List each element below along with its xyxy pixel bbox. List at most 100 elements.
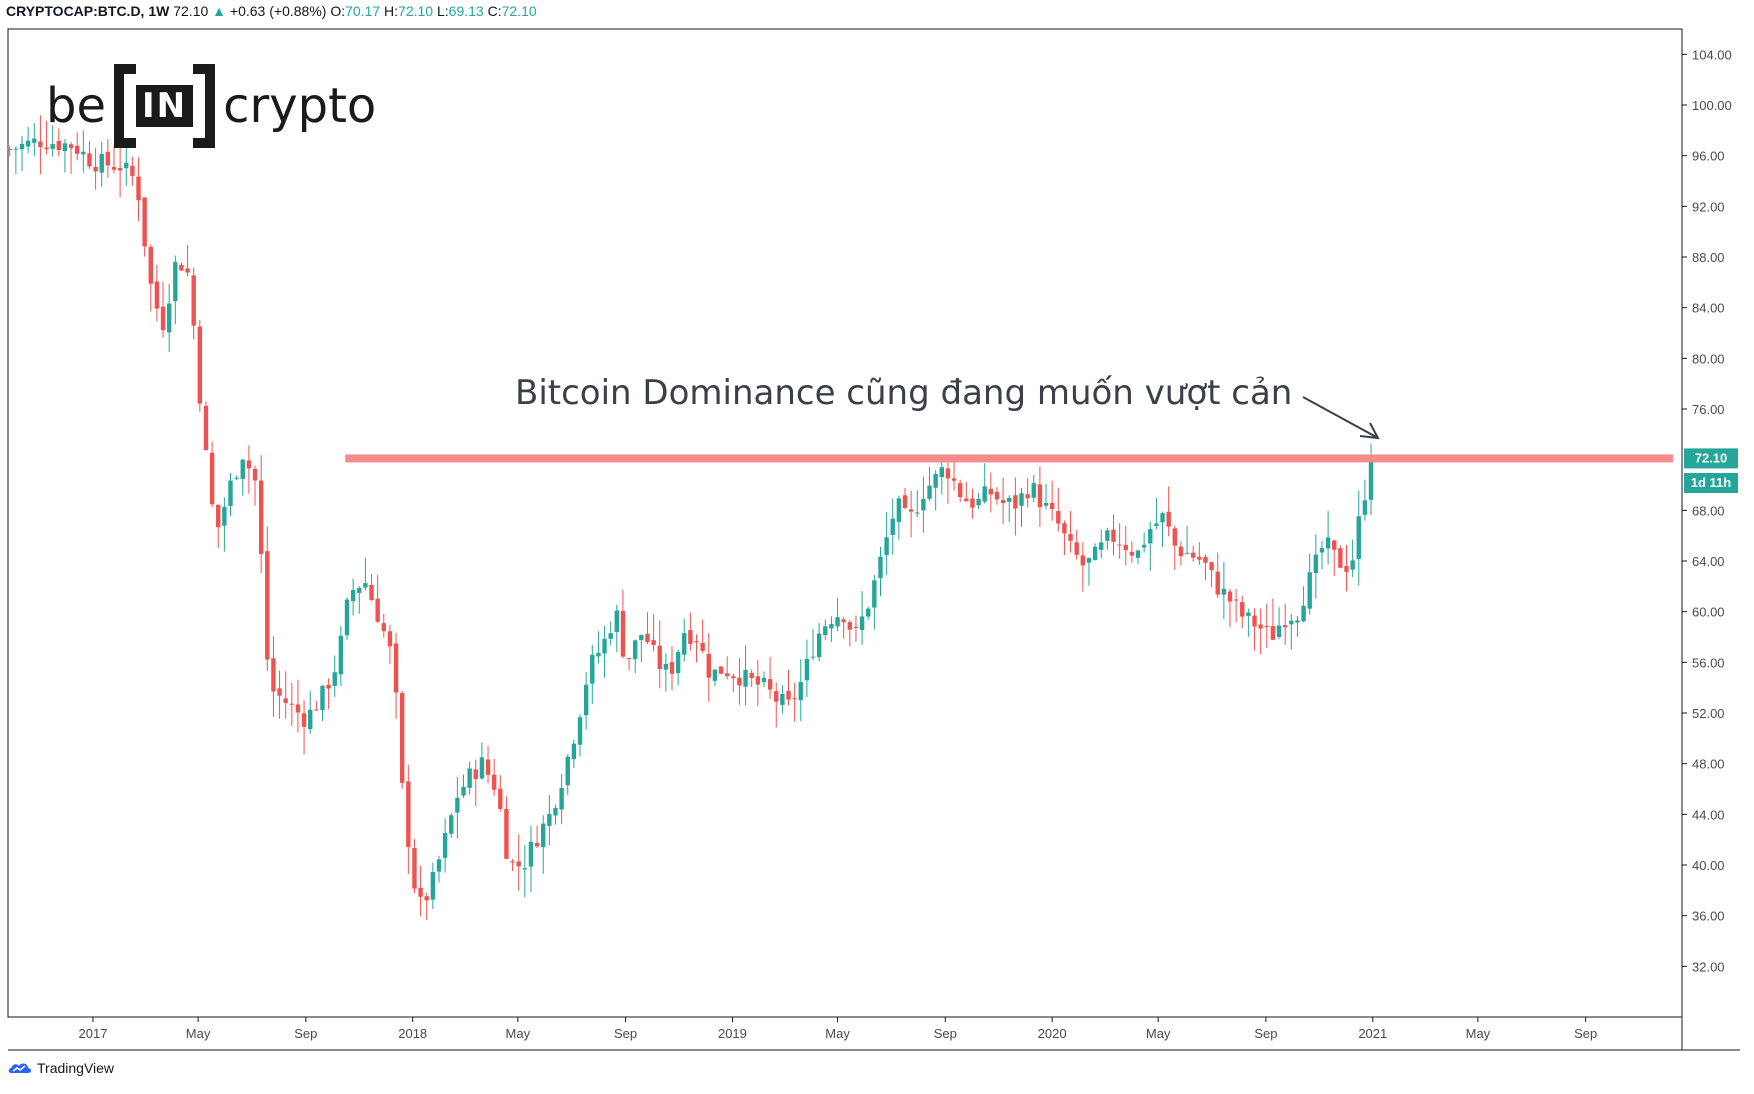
candle-body xyxy=(44,147,49,150)
candle-body xyxy=(933,473,938,488)
candle-body xyxy=(927,485,932,499)
candle-body xyxy=(277,688,282,696)
candle xyxy=(424,892,429,921)
candle-body xyxy=(1068,533,1073,541)
candle-body xyxy=(1154,523,1159,526)
candle-body xyxy=(1007,498,1012,502)
symbol-name[interactable]: CRYPTOCAP:BTC.D, 1W xyxy=(6,3,170,19)
candle xyxy=(332,655,337,697)
candle-body xyxy=(209,452,215,505)
candle-body xyxy=(1344,566,1349,573)
candle xyxy=(271,636,276,717)
candle xyxy=(295,679,301,733)
candle xyxy=(338,626,344,686)
y-axis[interactable]: 104.00 100.00 96.00 92.00 88.00 84.00 80.00 76.… xyxy=(1682,47,1732,974)
resistance-line[interactable] xyxy=(345,454,1674,463)
candle xyxy=(669,646,675,691)
candle-body xyxy=(111,166,117,170)
candle xyxy=(1031,474,1036,503)
candle-body xyxy=(234,477,239,479)
candle-body xyxy=(1313,554,1319,574)
candle-body xyxy=(712,669,718,681)
y-tick-label: 44.00 xyxy=(1692,807,1725,822)
candle-body xyxy=(326,684,331,689)
candle-body xyxy=(1221,588,1227,595)
candle-body xyxy=(93,166,98,172)
x-tick-label: 2018 xyxy=(398,1026,427,1041)
candle xyxy=(387,624,393,664)
candle xyxy=(1301,586,1306,622)
candle-body xyxy=(7,148,12,150)
candle xyxy=(528,825,534,892)
candle xyxy=(835,598,840,632)
open-label: O: xyxy=(330,3,346,19)
candle-body xyxy=(859,616,865,631)
candle xyxy=(1154,497,1159,530)
candle xyxy=(890,498,895,555)
candle-body xyxy=(1295,620,1300,623)
candle xyxy=(185,244,190,277)
candle-body xyxy=(786,690,791,700)
candle-body xyxy=(203,405,209,451)
candle-body xyxy=(1099,542,1104,550)
candle xyxy=(222,497,227,552)
candle-body xyxy=(682,633,687,655)
candle xyxy=(228,473,233,516)
candle xyxy=(93,147,98,190)
candle-body xyxy=(13,148,19,150)
candle-body xyxy=(1141,544,1147,548)
candle-body xyxy=(56,140,62,151)
y-tick-label: 68.00 xyxy=(1692,503,1725,518)
candle xyxy=(712,669,718,686)
countdown-tag-label: 1d 11h xyxy=(1691,475,1732,490)
low-value: 69.13 xyxy=(448,3,484,19)
candle-body xyxy=(375,598,380,622)
candle xyxy=(326,678,331,710)
candle-body xyxy=(878,556,883,579)
candle xyxy=(430,862,436,909)
candle xyxy=(608,621,613,646)
up-triangle-icon: ▲ xyxy=(212,3,227,19)
candle-body xyxy=(430,872,436,900)
candle xyxy=(136,157,141,221)
candle xyxy=(209,441,215,508)
candle xyxy=(436,855,442,883)
candle xyxy=(675,649,681,686)
candle-body xyxy=(939,467,944,478)
candle xyxy=(565,754,570,796)
candle-body xyxy=(258,480,264,555)
candle xyxy=(829,616,834,642)
tradingview-footer[interactable]: TradingView xyxy=(8,1060,114,1076)
candle xyxy=(939,461,944,495)
candle-body xyxy=(577,717,583,745)
candle-body xyxy=(590,654,595,684)
candle-body xyxy=(62,143,68,152)
logo-text-be: be xyxy=(46,78,106,134)
candle-body xyxy=(810,656,816,658)
candle xyxy=(743,645,748,706)
high-value: 72.10 xyxy=(398,3,434,19)
candle xyxy=(1289,614,1294,650)
candle xyxy=(75,132,80,161)
candle xyxy=(915,490,920,518)
candle xyxy=(859,591,865,645)
x-tick-label: Sep xyxy=(934,1026,957,1041)
candle xyxy=(1227,588,1233,628)
candle xyxy=(1319,540,1325,569)
candle xyxy=(1209,561,1214,588)
candle-body xyxy=(252,468,258,481)
x-axis[interactable]: 2017 May Sep 2018 May Sep 2019 May Sep 2020 May Sep… xyxy=(79,1017,1598,1041)
candle-body xyxy=(1264,626,1269,628)
candle-body xyxy=(620,610,626,657)
x-tick-label: May xyxy=(506,1026,531,1041)
candle xyxy=(166,283,172,352)
candle xyxy=(301,700,307,755)
x-tick-label: May xyxy=(1466,1026,1491,1041)
candle xyxy=(804,639,810,697)
candle-body xyxy=(951,478,957,481)
candle-body xyxy=(1019,493,1024,506)
candle xyxy=(240,458,245,496)
candle xyxy=(547,794,552,846)
candle xyxy=(1221,562,1227,620)
